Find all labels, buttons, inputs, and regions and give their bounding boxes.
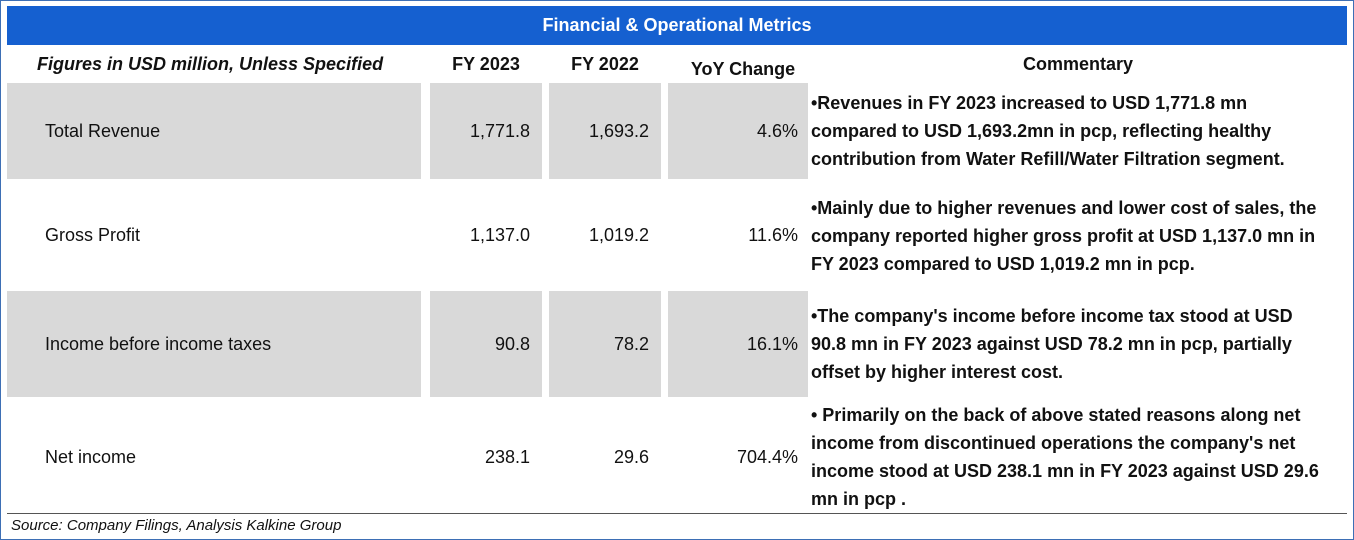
cell-fy2022-total-revenue: 1,693.2 [549, 83, 661, 179]
commentary-net-income: • Primarily on the back of above stated … [811, 401, 1347, 513]
cell-fy2023-total-revenue: 1,771.8 [430, 83, 542, 179]
cell-fy2023-income-before-taxes: 90.8 [430, 291, 542, 397]
cell-fy2023-gross-profit: 1,137.0 [469, 224, 530, 245]
header-yoy-change: YoY Change [690, 59, 796, 79]
commentary-line: FY 2023 compared to USD 1,019.2 mn in pc… [811, 254, 1195, 274]
commentary-line: compared to USD 1,693.2mn in pcp, reflec… [811, 121, 1272, 141]
source-note: Source: Company Filings, Analysis Kalkin… [11, 517, 342, 534]
cell-fy2023-net-income: 238.1 [484, 446, 530, 467]
cell-yoy-net-income: 704.4% [736, 446, 798, 467]
cell-fy2022-gross-profit: 1,019.2 [588, 224, 649, 245]
commentary-total-revenue: •Revenues in FY 2023 increased to USD 1,… [811, 89, 1347, 173]
commentary-line: company reported higher gross profit at … [811, 226, 1316, 246]
commentary-line: contribution from Water Refill/Water Fil… [811, 149, 1285, 169]
cell-yoy-gross-profit: 11.6% [748, 224, 798, 245]
commentary-line: mn in pcp . [811, 489, 907, 509]
cell-fy2022-net-income: 29.6 [613, 446, 649, 467]
row-label-income-before-taxes: Income before income taxes [7, 291, 421, 397]
commentary-gross-profit: •Mainly due to higher revenues and lower… [811, 194, 1347, 278]
commentary-line: •Revenues in FY 2023 increased to USD 1,… [811, 93, 1248, 113]
commentary-line: •The company's income before income tax … [811, 306, 1293, 326]
commentary-income-before-taxes: •The company's income before income tax … [811, 302, 1347, 386]
commentary-line: income from discontinued operations the … [811, 433, 1296, 453]
commentary-line: • Primarily on the back of above stated … [811, 405, 1301, 425]
cell-yoy-total-revenue: 4.6% [668, 83, 808, 179]
source-divider [7, 513, 1347, 514]
row-label-gross-profit: Gross Profit [45, 224, 141, 245]
header-fy2023: FY 2023 [452, 54, 520, 74]
commentary-line: offset by higher interest cost. [811, 362, 1064, 382]
row-label-total-revenue: Total Revenue [7, 83, 421, 179]
header-figures-label: Figures in USD million, Unless Specified [37, 54, 384, 74]
header-commentary: Commentary [1022, 54, 1134, 74]
table-title: Financial & Operational Metrics [7, 6, 1347, 45]
cell-fy2022-income-before-taxes: 78.2 [549, 291, 661, 397]
header-fy2022: FY 2022 [571, 54, 639, 74]
commentary-line: •Mainly due to higher revenues and lower… [811, 198, 1317, 218]
row-label-net-income: Net income [45, 446, 137, 467]
cell-yoy-income-before-taxes: 16.1% [668, 291, 808, 397]
commentary-line: 90.8 mn in FY 2023 against USD 78.2 mn i… [811, 334, 1292, 354]
commentary-line: income stood at USD 238.1 mn in FY 2023 … [811, 461, 1319, 481]
